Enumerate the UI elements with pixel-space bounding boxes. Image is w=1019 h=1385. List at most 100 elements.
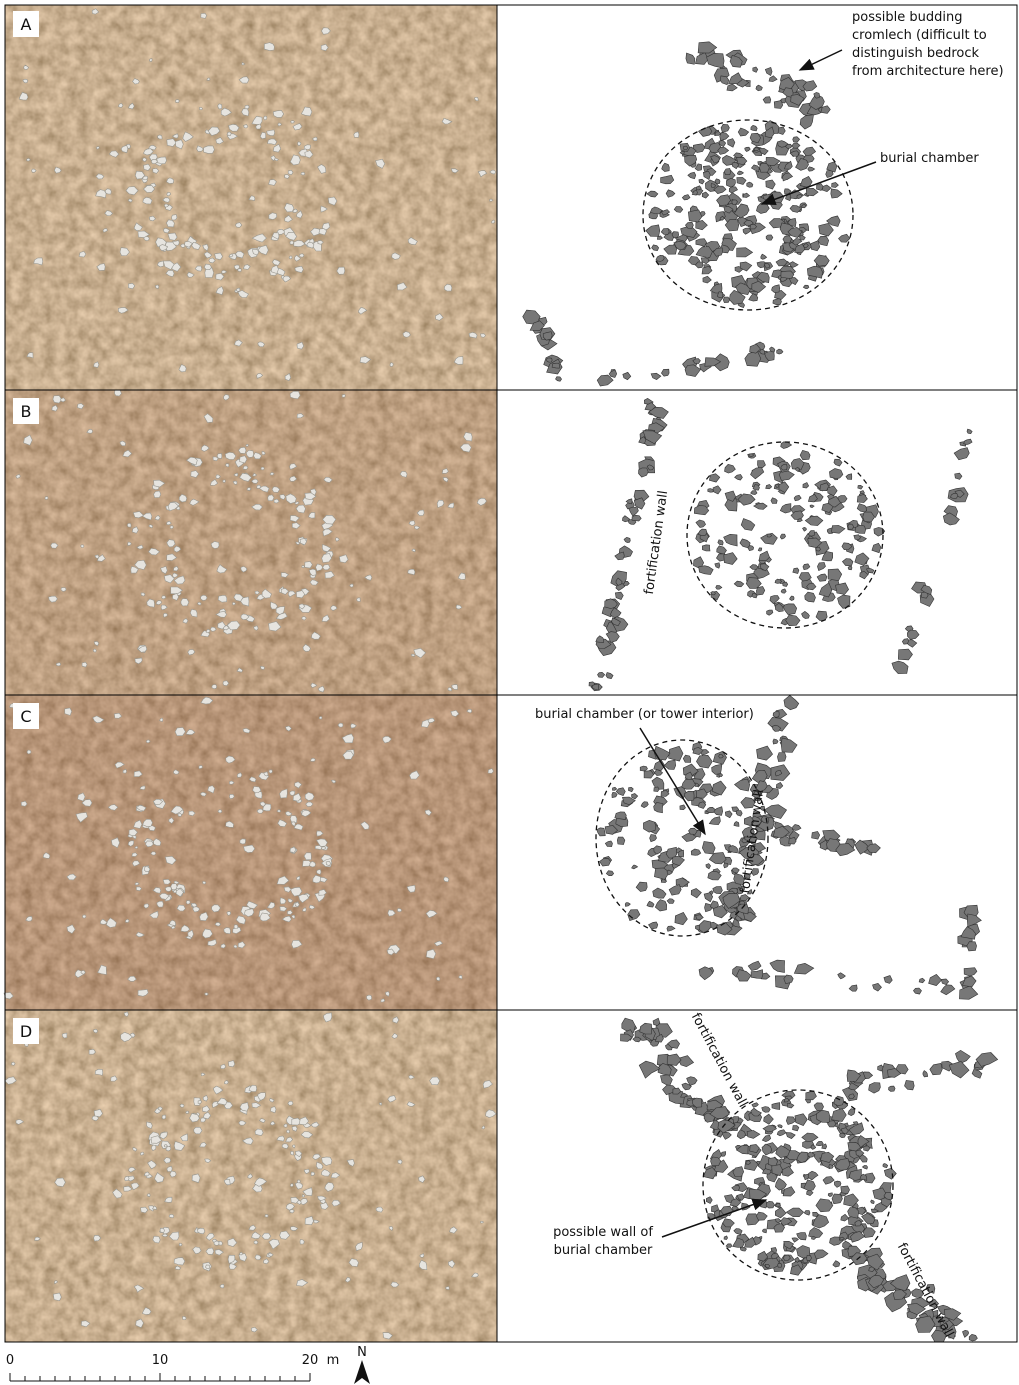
stone (797, 195, 803, 199)
stone (778, 1125, 783, 1128)
stone (725, 464, 736, 473)
stone (706, 1197, 712, 1204)
stone (738, 128, 749, 136)
stone (812, 832, 820, 840)
stone (448, 687, 452, 691)
stone (758, 461, 766, 468)
stone (170, 1171, 176, 1177)
stone (696, 247, 712, 258)
stone (836, 583, 849, 595)
stone (186, 1111, 189, 1113)
stone (929, 974, 942, 985)
stone (800, 115, 813, 129)
stone (872, 543, 881, 553)
stone (930, 1063, 943, 1075)
stone (737, 157, 747, 164)
stone (793, 824, 802, 830)
stone (793, 137, 800, 143)
stone (846, 474, 852, 480)
stone (766, 235, 773, 240)
stone (806, 188, 818, 196)
stone (716, 212, 726, 222)
panel-label: A (21, 15, 32, 34)
stone (56, 663, 61, 666)
stone (855, 553, 869, 566)
panel-label: B (21, 402, 32, 421)
stone (655, 900, 666, 912)
stone (969, 1334, 977, 1341)
stone (752, 1103, 759, 1108)
stone (841, 1214, 849, 1221)
stone (777, 349, 783, 354)
stone (775, 1207, 786, 1218)
stone (733, 1167, 744, 1177)
stone (181, 599, 189, 607)
stone (751, 165, 759, 172)
stone (688, 172, 696, 179)
stone (290, 791, 295, 796)
stone (814, 1103, 824, 1111)
stone (777, 1130, 786, 1136)
stone (756, 85, 763, 91)
stone (761, 254, 767, 259)
stone (234, 925, 238, 929)
stone (696, 520, 706, 528)
stone (632, 515, 641, 521)
stone (793, 568, 799, 574)
stone (379, 1103, 382, 1106)
stone (273, 110, 284, 117)
stone (709, 474, 720, 482)
stone (245, 105, 249, 109)
annotation: possible budding (852, 10, 962, 25)
stone (817, 574, 827, 581)
stone (712, 764, 722, 774)
stone (597, 375, 613, 386)
stone (45, 497, 48, 500)
stone (758, 548, 762, 551)
stone (955, 1050, 970, 1063)
stone (802, 1133, 818, 1142)
stone (628, 787, 633, 792)
stone (829, 469, 843, 479)
stone (747, 1131, 760, 1139)
stone (708, 489, 714, 493)
stone (290, 241, 294, 245)
stone (702, 545, 710, 551)
stone (780, 504, 791, 513)
stone (82, 662, 87, 667)
stone (596, 636, 604, 643)
stone (654, 787, 659, 792)
stone (650, 835, 657, 842)
stone (426, 949, 436, 958)
stone (651, 373, 661, 379)
stone (664, 245, 677, 254)
stone (186, 901, 190, 905)
stone (813, 1212, 819, 1217)
stone (135, 846, 138, 848)
stone (839, 234, 850, 242)
stone (767, 610, 773, 615)
stone (228, 1061, 234, 1067)
stone (617, 837, 625, 845)
stone (198, 1100, 202, 1103)
stone (884, 1168, 896, 1179)
stone (170, 526, 173, 529)
stone (724, 553, 737, 565)
stone (232, 603, 235, 605)
stone (264, 116, 267, 120)
stone (616, 788, 625, 796)
annotation: burial chamber (or tower interior) (535, 707, 754, 722)
stone (828, 1193, 832, 1197)
stone (858, 485, 863, 489)
stone (766, 180, 776, 189)
stone (772, 285, 780, 293)
stone (436, 977, 440, 981)
stone (632, 794, 638, 800)
stone (765, 67, 772, 75)
stone (959, 986, 977, 999)
stone (751, 491, 757, 495)
stone (964, 439, 973, 445)
stone (606, 871, 613, 876)
stone (794, 495, 801, 501)
stone (680, 805, 686, 810)
